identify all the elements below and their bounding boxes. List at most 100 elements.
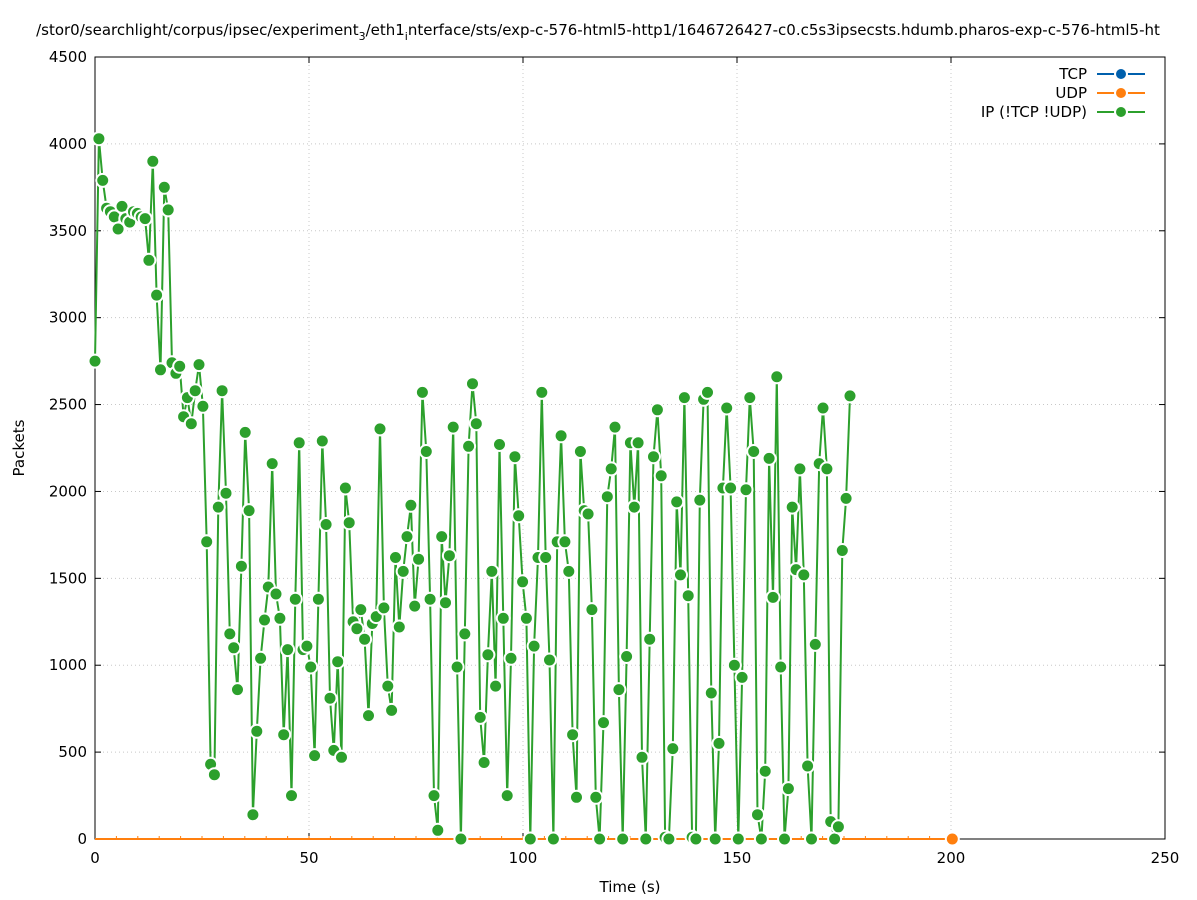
data-point [268,586,284,602]
data-point [264,456,280,472]
data-point [738,482,754,498]
data-point [449,659,465,675]
data-point [665,741,681,757]
data-point [407,598,423,614]
data-point [210,499,226,515]
data-point [726,657,742,673]
data-point [218,485,234,501]
y-tick-label: 4000 [49,135,87,153]
data-point [187,383,203,399]
data-point [661,831,677,847]
data-point [830,819,846,835]
data-point [434,529,450,545]
data-point [287,591,303,607]
data-point [584,602,600,618]
x-tick-label: 50 [299,849,318,867]
data-point [819,461,835,477]
data-point [418,444,434,459]
data-point [580,506,596,522]
data-point [233,558,249,574]
x-tick-label: 250 [1151,849,1180,867]
data-point [492,437,507,452]
data-point [680,588,696,604]
data-point [468,416,484,432]
data-point [642,631,658,647]
data-point [303,659,319,675]
data-point [545,831,561,847]
tick-labels: 0 50 100 150 200 2500500100015002000250030003… [49,48,1180,867]
data-point [226,640,242,656]
data-point [214,383,230,399]
data-point [615,831,631,847]
data-point [596,715,611,731]
data-point [411,551,427,567]
data-point [461,438,477,454]
data-point [141,252,157,268]
data-point [156,179,172,195]
data-point [815,400,831,416]
data-point [91,131,107,147]
data-point [542,652,557,668]
data-point [318,517,334,532]
data-point [199,534,215,550]
data-point [160,202,176,218]
y-tick-label: 2500 [49,396,87,414]
data-point [334,749,349,765]
data-point [807,636,823,652]
data-point [499,788,515,804]
data-point [280,642,296,658]
x-axis-label: Time (s) [599,878,661,896]
data-point [388,550,403,565]
y-tick-label: 0 [77,830,87,848]
data-point [804,831,819,847]
data-point [314,433,330,449]
y-tick-label: 1000 [49,656,87,674]
data-point [341,515,357,531]
data-point [465,376,480,392]
data-point [572,444,588,459]
data-point [272,610,288,626]
data-point [149,287,165,303]
data-point [110,221,126,237]
data-point [357,631,373,647]
data-point [395,563,411,579]
data-point [753,831,769,847]
data-point [195,398,211,414]
data-point [653,468,669,484]
data-point [730,831,746,847]
data-point [607,419,623,435]
data-point [276,727,292,743]
y-tick-label: 3000 [49,309,87,327]
legend-marker [1114,67,1128,81]
data-point [800,758,816,774]
data-point [773,659,789,675]
y-tick-label: 1500 [49,569,87,587]
data-point [484,563,500,579]
data-point [172,358,188,374]
data-point [692,492,708,508]
data-point [588,789,604,805]
data-point [457,626,473,642]
data-point [742,390,758,406]
data-point [337,480,353,496]
data-point [592,831,608,847]
data-point [611,682,627,698]
data-point [422,591,438,607]
data-point [438,595,453,611]
legend-label: UDP [1055,84,1087,102]
data-point [183,416,199,432]
data-point [626,499,642,515]
data-point [507,449,523,465]
data-point [95,172,111,188]
data-point [734,669,750,685]
data-point [257,612,272,628]
data-point [553,428,569,444]
data-point [376,600,392,616]
data-point [838,490,854,506]
data-point [565,727,581,743]
data-point [646,449,661,465]
data-point [310,591,326,607]
data-point [630,435,646,451]
data-point [827,831,843,847]
